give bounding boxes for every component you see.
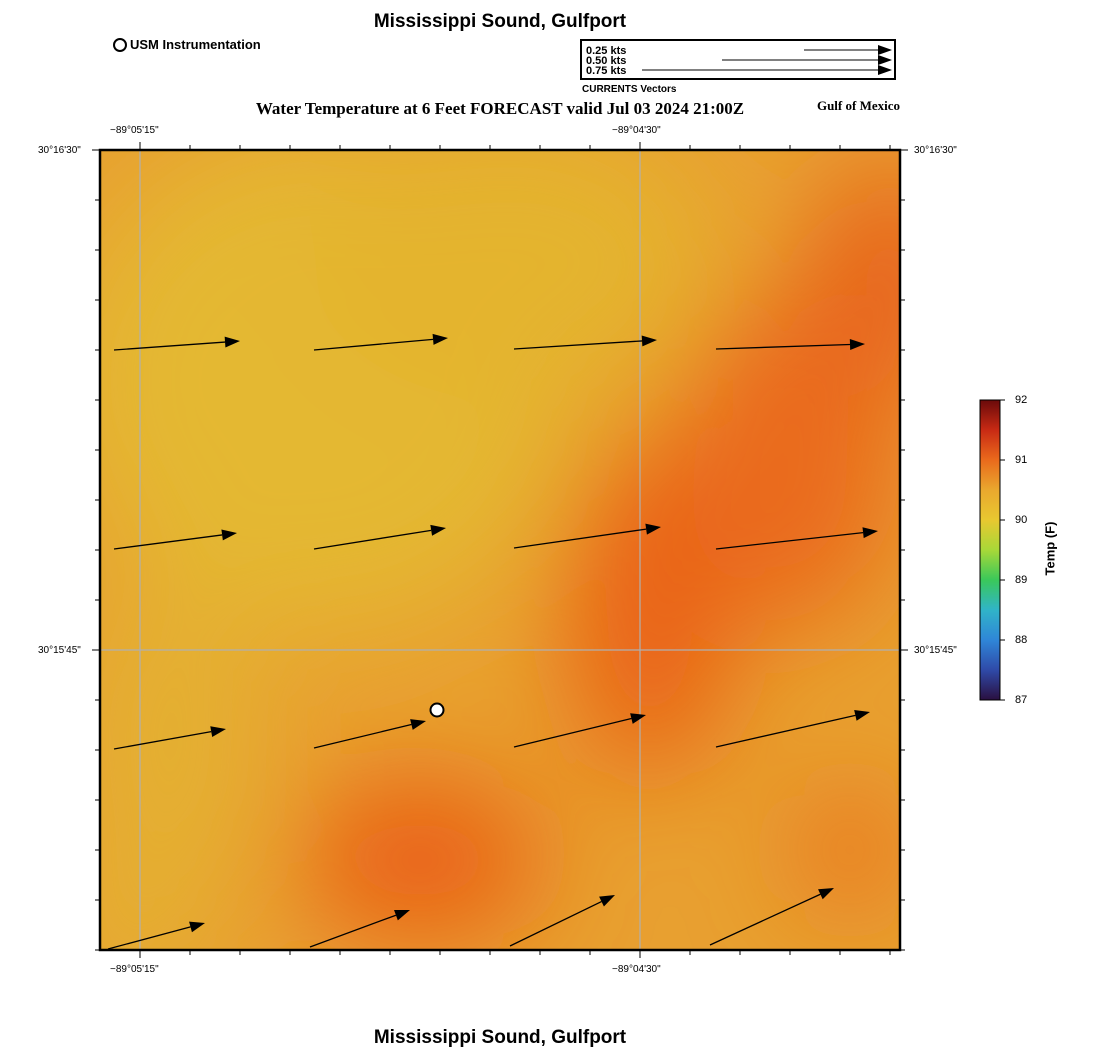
vector-legend-label-1: 0.25 kts	[586, 45, 626, 57]
vector-legend-arrow-2	[722, 55, 892, 65]
vector-legend-arrow-1	[804, 45, 892, 55]
vector-legend-label-3: 0.75 kts	[586, 65, 626, 77]
colorbar-tick-92: 92	[1015, 394, 1028, 406]
current-vector-arrow	[309, 910, 410, 948]
temperature-map	[92, 142, 908, 958]
current-vector-arrow	[513, 713, 646, 748]
colorbar-tick-88: 88	[1015, 634, 1028, 646]
footer-title: Mississippi Sound, Gulfport	[373, 1027, 627, 1048]
colorbar-tick-90: 90	[1015, 514, 1028, 526]
lat-label-right-1: 30°16'30"	[914, 145, 957, 156]
graticule	[100, 150, 900, 950]
colorbar	[979, 399, 1005, 701]
lat-label-left-2: 30°15'45"	[38, 645, 81, 656]
current-vector-arrow	[113, 529, 237, 550]
vector-legend-label-2: 0.50 kts	[586, 55, 626, 67]
lon-label-top-1: −89°05'15"	[110, 125, 159, 136]
lat-label-left-1: 30°16'30"	[38, 145, 81, 156]
current-vector-arrow	[715, 339, 865, 350]
region-label: Gulf of Mexico	[816, 98, 900, 113]
current-vector-arrow	[715, 527, 878, 550]
usm-legend: USM Instrumentation	[113, 37, 261, 52]
lon-label-bottom-1: −89°05'15"	[110, 964, 159, 975]
current-vector-arrow	[313, 524, 446, 550]
current-vector-arrow	[509, 895, 615, 947]
current-vector-arrow	[709, 888, 834, 946]
current-vector-arrow	[107, 921, 205, 950]
colorbar-title: Temp (F)	[1042, 521, 1058, 576]
current-vector-arrow	[513, 523, 661, 549]
station-marker-icon	[113, 37, 127, 52]
vector-legend-title: CURRENTS Vectors	[582, 84, 677, 95]
usm-station-marker[interactable]	[429, 702, 445, 718]
current-vector-arrow	[313, 333, 448, 351]
lon-label-top-2: −89°04'30"	[612, 125, 661, 136]
current-vector-arrow	[113, 336, 240, 351]
colorbar-tick-91: 91	[1015, 454, 1028, 466]
current-vectors	[107, 333, 878, 950]
map-ticks	[92, 142, 908, 958]
map-subtitle: Water Temperature at 6 Feet FORECAST val…	[255, 99, 745, 118]
lon-label-bottom-2: −89°04'30"	[612, 964, 661, 975]
current-vector-arrow	[513, 335, 657, 350]
map-title: Mississippi Sound, Gulfport	[373, 11, 627, 32]
colorbar-tick-87: 87	[1015, 694, 1028, 706]
current-vector-arrow	[715, 709, 870, 748]
usm-legend-label: USM Instrumentation	[130, 37, 261, 52]
vector-legend-box: 0.25 kts 0.50 kts 0.75 kts	[580, 39, 896, 80]
vector-legend-arrow-3	[642, 65, 892, 75]
current-vector-arrow	[313, 719, 426, 749]
current-vector-arrow	[113, 726, 226, 750]
colorbar-tick-89: 89	[1015, 574, 1028, 586]
temperature-field	[100, 150, 900, 950]
lat-label-right-2: 30°15'45"	[914, 645, 957, 656]
